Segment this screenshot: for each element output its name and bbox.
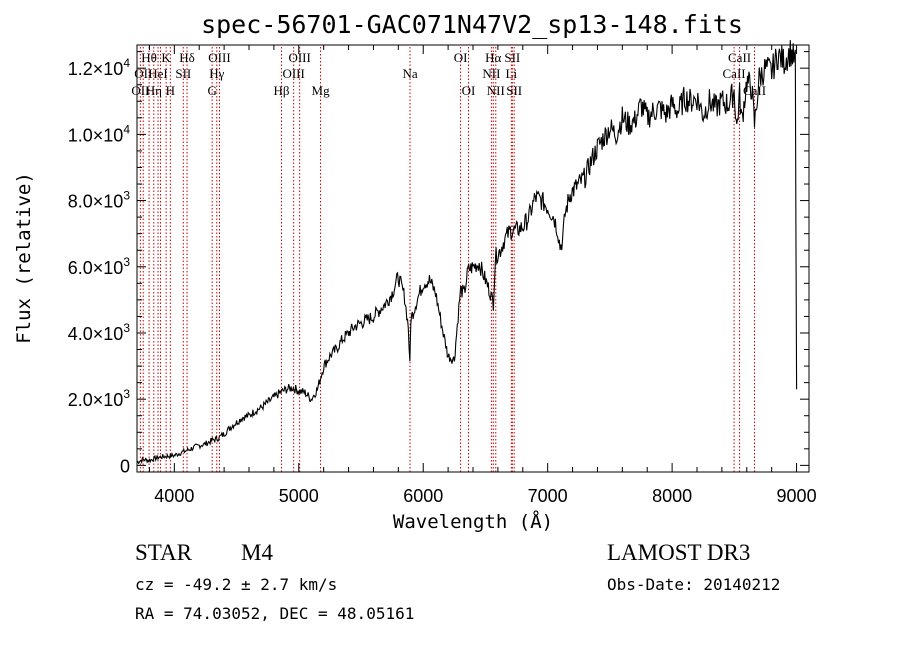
- spectral-line-label: OI: [454, 50, 468, 65]
- spectral-line-label: Hβ: [273, 83, 289, 98]
- spectral-line-label: CaII: [723, 66, 746, 81]
- x-axis-ticks: 4000 5000 6000 7000 8000 9000: [148, 45, 817, 506]
- spectral-line-label: K: [161, 50, 171, 65]
- spectral-line-label: NII: [482, 66, 500, 81]
- y-tick-mantissa: 8.0×10: [68, 192, 124, 212]
- spectral-line-label: Hα: [485, 50, 501, 65]
- y-tick-mantissa: 1.0×10: [68, 125, 124, 145]
- y-axis-ticks: 02.0×1034.0×1036.0×1038.0×1031.0×1041.2×…: [68, 51, 809, 476]
- spectral-line-label: OIII: [282, 66, 304, 81]
- y-axis-label: Flux (relative): [13, 172, 35, 344]
- chart-title: spec-56701-GAC071N47V2_sp13-148.fits: [201, 10, 743, 39]
- y-tick-exponent: 3: [123, 387, 130, 401]
- spectral-line-label: HeI: [148, 66, 168, 81]
- spectral-line-label: H: [166, 83, 175, 98]
- x-tick-label: 7000: [528, 486, 568, 506]
- spectral-line-label: Hγ: [209, 66, 224, 81]
- spectral-line-label: CaII: [728, 50, 751, 65]
- y-tick-mantissa: 6.0×10: [68, 258, 124, 278]
- x-tick-label: 9000: [777, 486, 817, 506]
- spectral-line-label: NII: [487, 83, 505, 98]
- spectral-line-label: OI: [462, 83, 476, 98]
- spectral-line-label: Hη: [146, 83, 162, 98]
- spectral-line-label: SII: [504, 50, 520, 65]
- y-tick-exponent: 3: [123, 321, 130, 335]
- spectral-line-markers: [139, 47, 755, 472]
- spectral-line-label: OIII: [288, 50, 310, 65]
- redshift-text: cz = -49.2 ± 2.7 km/s: [135, 575, 337, 594]
- object-subclass: M4: [241, 540, 273, 565]
- y-tick-exponent: 4: [123, 56, 130, 70]
- x-tick-label: 4000: [154, 486, 194, 506]
- spectral-line-label: CaII: [743, 83, 766, 98]
- obs-date-text: Obs-Date: 20140212: [607, 575, 780, 594]
- y-tick-label: 2.0×103: [68, 387, 131, 410]
- y-tick-label: 0: [120, 456, 130, 476]
- spectrum-series-line: [136, 40, 798, 465]
- y-tick-mantissa: 0: [120, 456, 130, 476]
- spectral-line-label: SII: [506, 83, 522, 98]
- coordinates-text: RA = 74.03052, DEC = 48.05161: [135, 604, 414, 623]
- y-tick-mantissa: 1.2×10: [68, 59, 124, 79]
- y-tick-label: 1.0×104: [68, 122, 131, 145]
- y-tick-mantissa: 2.0×10: [68, 390, 124, 410]
- y-tick-exponent: 3: [123, 189, 130, 203]
- spectral-line-label: OII: [134, 66, 152, 81]
- object-type: STAR: [135, 540, 193, 565]
- spectral-line-label: Hθ: [141, 50, 157, 65]
- y-tick-exponent: 3: [123, 255, 130, 269]
- spectral-line-label: Mg: [312, 83, 331, 98]
- x-axis-label: Wavelength (Å): [393, 510, 553, 533]
- y-tick-mantissa: 4.0×10: [68, 324, 124, 344]
- survey-name: LAMOST DR3: [607, 540, 750, 565]
- y-tick-label: 6.0×103: [68, 255, 131, 278]
- y-tick-exponent: 4: [123, 122, 130, 136]
- y-tick-label: 1.2×104: [68, 56, 131, 79]
- x-tick-label: 8000: [652, 486, 692, 506]
- spectral-line-label: Li: [506, 66, 518, 81]
- spectral-line-label: Hδ: [179, 50, 195, 65]
- y-tick-label: 8.0×103: [68, 189, 131, 212]
- spectral-line-label: OIII: [208, 50, 230, 65]
- spectral-line-labels: OIIOIIHθHηHeIKHSIIHδGHγOIIIHβOIIIOIIIMgN…: [131, 50, 766, 98]
- spectral-line-label: SII: [175, 66, 191, 81]
- x-tick-label: 6000: [403, 486, 443, 506]
- spectral-line-label: OII: [131, 83, 149, 98]
- spectral-line-label: G: [207, 83, 216, 98]
- y-tick-label: 4.0×103: [68, 321, 131, 344]
- spectral-line-label: Na: [402, 66, 417, 81]
- x-tick-label: 5000: [279, 486, 319, 506]
